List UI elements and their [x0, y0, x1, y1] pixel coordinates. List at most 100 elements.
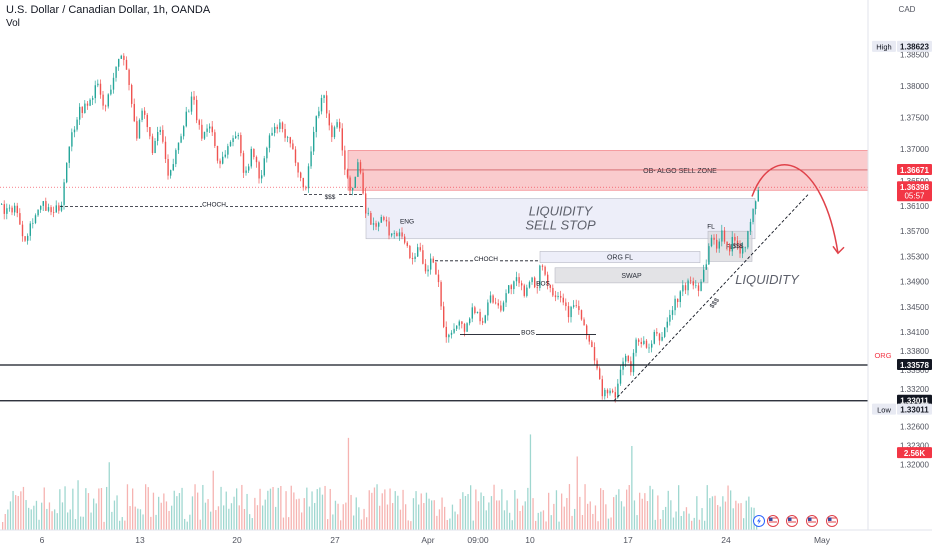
candle: [183, 126, 185, 137]
candle: [107, 94, 109, 107]
volume-bar: [243, 508, 246, 530]
candle: [583, 319, 585, 326]
volume-bar: [410, 521, 412, 530]
candle: [622, 361, 624, 370]
volume-layer: [2, 434, 758, 530]
volume-bar: [397, 495, 399, 530]
volume-bar: [262, 505, 264, 530]
volume-bar: [272, 487, 274, 530]
price-tick-label: 1.37500: [900, 114, 929, 123]
volume-bar: [77, 480, 79, 530]
candle: [362, 172, 364, 194]
volume-bar: [446, 519, 448, 530]
annotation-label-1: $$$: [325, 194, 336, 201]
volume-bar: [605, 504, 607, 530]
volume-bar: [275, 506, 277, 530]
volume-bar: [589, 501, 591, 530]
candle: [505, 293, 507, 303]
candle: [456, 325, 458, 329]
candle: [578, 306, 580, 311]
candle: [86, 103, 89, 106]
candle: [383, 217, 385, 220]
candle: [378, 222, 380, 227]
volume-bar: [269, 488, 272, 530]
candle: [331, 125, 333, 138]
candle: [687, 280, 689, 291]
volume-bar: [233, 496, 235, 530]
volume-bar: [197, 492, 199, 530]
candle: [448, 334, 450, 338]
price-tick-label: 1.32000: [900, 460, 929, 469]
candle: [190, 96, 193, 112]
volume-bar: [319, 487, 321, 530]
volume-bar: [548, 492, 550, 530]
candle: [235, 136, 237, 139]
candle: [274, 126, 276, 133]
volume-bar: [51, 511, 53, 530]
candle: [328, 113, 330, 126]
volume-bar: [184, 518, 186, 530]
events-layer[interactable]: [753, 515, 838, 527]
candle: [487, 302, 489, 316]
volume-bar: [641, 498, 643, 530]
volume-bar: [509, 512, 511, 530]
volume-bar: [537, 512, 539, 530]
candle: [125, 59, 128, 70]
volume-bar: [165, 501, 168, 530]
axis-tag-bg-0: [897, 40, 932, 52]
volume-bar: [745, 500, 747, 530]
volume-bar: [644, 493, 646, 530]
flag-canton: [808, 517, 812, 521]
candle: [671, 310, 674, 315]
candle: [500, 305, 502, 311]
volume-bar: [659, 518, 662, 530]
volume-bar: [59, 489, 61, 530]
time-axis[interactable]: 6 13 20 27 Apr 09:00 10 17 24 May: [0, 529, 932, 545]
candle: [742, 247, 744, 254]
candle: [219, 160, 221, 164]
volume-bar: [675, 511, 677, 530]
candle: [162, 129, 164, 142]
volume-bar: [737, 503, 740, 530]
trendline: [613, 194, 809, 402]
candle: [617, 383, 619, 398]
candle: [29, 223, 31, 236]
candle: [84, 103, 86, 113]
candle: [359, 162, 362, 173]
time-tick-label: 09:00: [467, 535, 489, 545]
volume-bar: [353, 515, 355, 530]
candle: [133, 103, 135, 122]
volume-bar: [46, 508, 48, 530]
volume-bar: [337, 503, 339, 530]
volume-bar: [722, 496, 724, 530]
candle: [8, 207, 11, 209]
volume-bar: [324, 485, 326, 530]
candle: [81, 106, 83, 113]
chart-header: U.S. Dollar / Canadian Dollar, 1h, OANDA…: [6, 4, 210, 30]
axis-tag-label-bg-5: [872, 403, 896, 415]
volume-bar: [672, 517, 675, 530]
candle: [398, 232, 401, 237]
volume-bar: [415, 491, 417, 530]
candle: [271, 132, 273, 136]
volume-bar: [470, 485, 472, 530]
volume-bar: [636, 515, 638, 530]
price-tick-label: 1.34100: [900, 328, 929, 337]
price-axis[interactable]: CAD1.385001.380001.375001.370001.365001.…: [867, 0, 932, 550]
volume-bar: [150, 516, 152, 530]
candle: [508, 285, 510, 294]
volume-bar: [363, 508, 365, 530]
volume-bar: [17, 496, 19, 530]
flag-stripe: [769, 519, 777, 521]
candle: [729, 245, 731, 252]
candle: [664, 327, 666, 337]
candle: [138, 119, 141, 139]
candle: [427, 269, 429, 272]
volume-bar: [631, 445, 633, 530]
candle: [250, 148, 252, 167]
volume-bar: [347, 437, 350, 530]
volume-bar: [529, 434, 532, 530]
candle: [406, 242, 408, 246]
candle: [658, 333, 661, 341]
